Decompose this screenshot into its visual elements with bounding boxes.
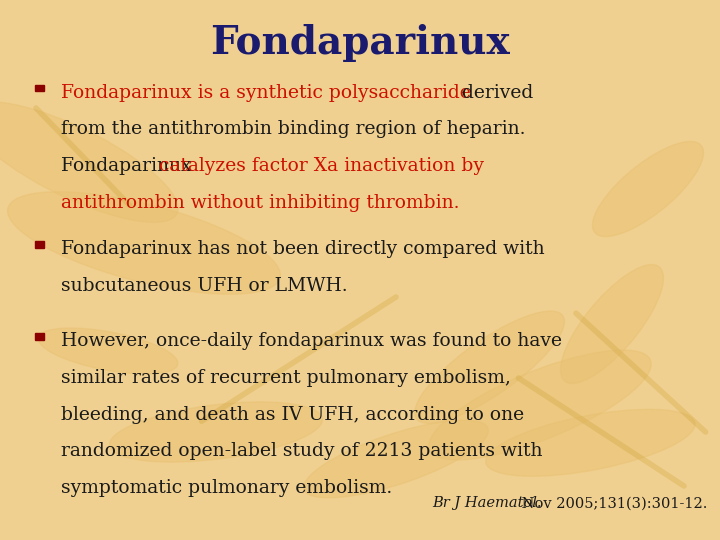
Ellipse shape <box>593 141 703 237</box>
Text: similar rates of recurrent pulmonary embolism,: similar rates of recurrent pulmonary emb… <box>61 369 511 387</box>
Text: Fondaparinux is a synthetic polysaccharide: Fondaparinux is a synthetic polysacchari… <box>61 84 471 102</box>
Text: bleeding, and death as IV UFH, according to one: bleeding, and death as IV UFH, according… <box>61 406 524 423</box>
FancyBboxPatch shape <box>35 241 45 248</box>
Ellipse shape <box>561 265 663 383</box>
Text: Fondaparinux has not been directly compared with: Fondaparinux has not been directly compa… <box>61 240 545 258</box>
Ellipse shape <box>415 311 564 423</box>
Text: However, once-daily fondaparinux was found to have: However, once-daily fondaparinux was fou… <box>61 332 562 350</box>
Ellipse shape <box>109 402 323 462</box>
Text: catalyzes factor Xa inactivation by: catalyzes factor Xa inactivation by <box>159 157 484 175</box>
Text: subcutaneous UFH or LMWH.: subcutaneous UFH or LMWH. <box>61 277 348 295</box>
Ellipse shape <box>486 409 695 476</box>
Text: antithrombin without inhibiting thrombin.: antithrombin without inhibiting thrombin… <box>61 194 459 212</box>
FancyBboxPatch shape <box>35 85 45 91</box>
Text: Br J Haematol.: Br J Haematol. <box>432 496 541 510</box>
Text: Fondaparinux: Fondaparinux <box>61 157 198 175</box>
Text: Fondaparinux: Fondaparinux <box>210 24 510 62</box>
Ellipse shape <box>8 192 280 294</box>
Text: derived: derived <box>456 84 533 102</box>
Ellipse shape <box>38 328 178 374</box>
Ellipse shape <box>0 102 178 222</box>
Text: symptomatic pulmonary embolism.: symptomatic pulmonary embolism. <box>61 479 392 497</box>
Text: from the antithrombin binding region of heparin.: from the antithrombin binding region of … <box>61 120 526 138</box>
Text: randomized open-label study of 2213 patients with: randomized open-label study of 2213 pati… <box>61 442 543 460</box>
Text: Nov 2005;131(3):301-12.: Nov 2005;131(3):301-12. <box>517 496 707 510</box>
Ellipse shape <box>429 350 651 460</box>
Ellipse shape <box>304 420 488 498</box>
FancyBboxPatch shape <box>35 333 45 340</box>
